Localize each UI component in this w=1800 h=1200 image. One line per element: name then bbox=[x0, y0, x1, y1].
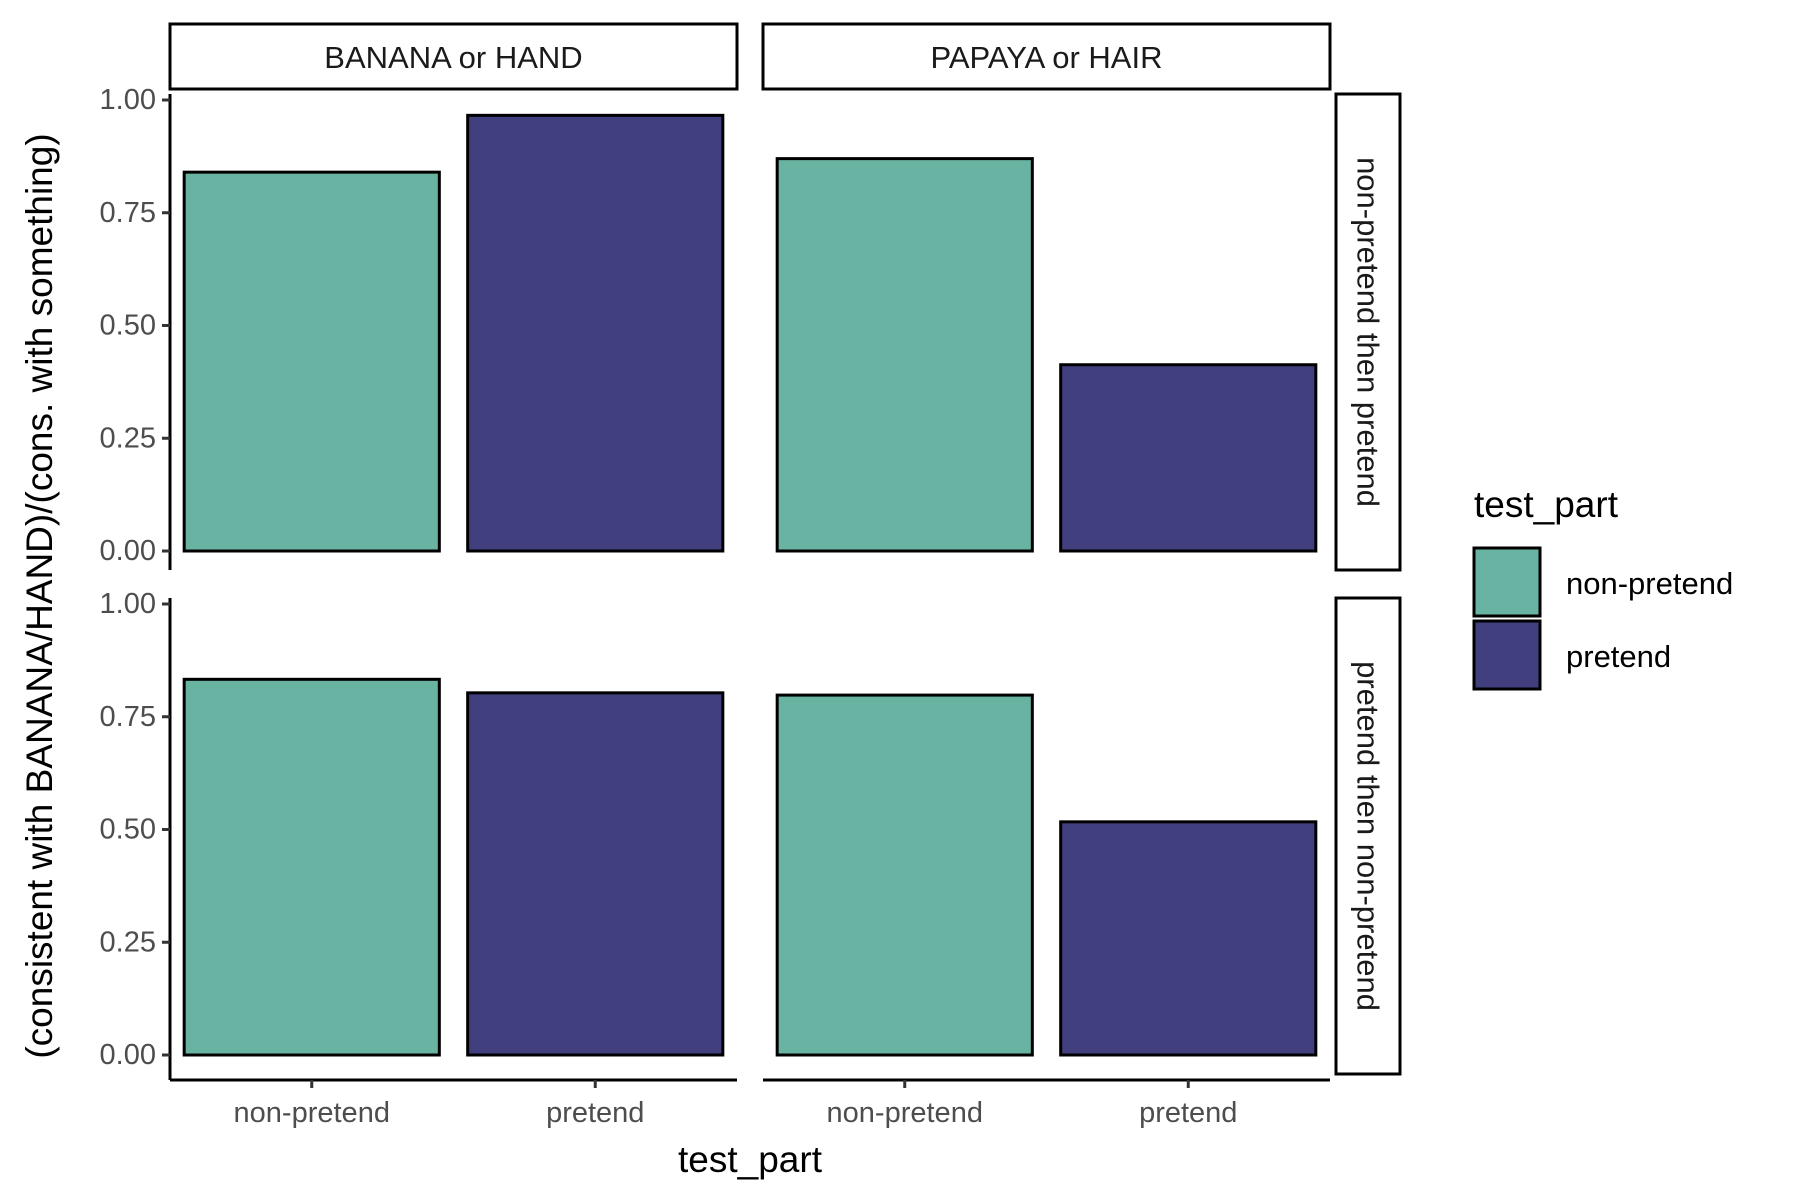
bar-pretend-then-non-pretend-papaya-or-hair-pretend bbox=[1059, 820, 1318, 1057]
strip-row-pretend-then-non-pretend bbox=[1334, 596, 1402, 1076]
y-tick-label-pretend-then-non-pretend-0-75: 0.75 bbox=[100, 701, 156, 733]
bar-pretend-then-non-pretend-banana-or-hand-pretend bbox=[466, 691, 725, 1057]
y-tick-label-non-pretend-then-pretend-0-00: 0.00 bbox=[100, 535, 156, 567]
y-tick-label-non-pretend-then-pretend-0-75: 0.75 bbox=[100, 197, 156, 229]
bar-non-pretend-then-pretend-papaya-or-hair-non-pretend bbox=[775, 157, 1034, 553]
bar-pretend-then-non-pretend-banana-or-hand-non-pretend bbox=[182, 677, 441, 1057]
strip-col-papaya-or-hair bbox=[761, 22, 1332, 91]
bar-pretend-then-non-pretend-papaya-or-hair-non-pretend bbox=[775, 693, 1034, 1057]
legend-key-non-pretend bbox=[1472, 546, 1542, 618]
x-tick-label-banana-or-hand-pretend: pretend bbox=[546, 1097, 644, 1129]
strips-layer: BANANA or HAND PAPAYA or HAIR non-pretend … bbox=[168, 22, 1402, 1076]
y-tick-label-pretend-then-non-pretend-0-50: 0.50 bbox=[100, 814, 156, 846]
strip-row-non-pretend-then-pretend bbox=[1334, 92, 1402, 572]
bar-non-pretend-then-pretend-banana-or-hand-pretend bbox=[466, 113, 725, 553]
y-tick-label-pretend-then-non-pretend-0-25: 0.25 bbox=[100, 926, 156, 958]
legend-label-non-pretend: non-pretend bbox=[1566, 566, 1733, 601]
panels-layer bbox=[182, 113, 1318, 1057]
legend-key-pretend bbox=[1472, 619, 1542, 691]
strip-row-label-pretend-then-non-pretend: pretend then non-pretend bbox=[1351, 661, 1386, 1011]
x-axis-title: test_part bbox=[678, 1139, 823, 1180]
strip-col-banana-or-hand bbox=[168, 22, 739, 91]
y-tick-label-non-pretend-then-pretend-0-25: 0.25 bbox=[100, 422, 156, 454]
y-tick-label-non-pretend-then-pretend-0-50: 0.50 bbox=[100, 310, 156, 342]
y-tick-label-non-pretend-then-pretend-1-00: 1.00 bbox=[100, 84, 156, 116]
x-tick-label-papaya-or-hair-pretend: pretend bbox=[1139, 1097, 1237, 1129]
y-tick-label-pretend-then-non-pretend-0-00: 0.00 bbox=[100, 1039, 156, 1071]
x-tick-label-banana-or-hand-non-pretend: non-pretend bbox=[234, 1097, 390, 1129]
strip-col-label-papaya-or-hair: PAPAYA or HAIR bbox=[930, 40, 1162, 75]
x-tick-label-papaya-or-hair-non-pretend: non-pretend bbox=[827, 1097, 983, 1129]
bar-non-pretend-then-pretend-papaya-or-hair-pretend bbox=[1059, 363, 1318, 553]
legend-label-pretend: pretend bbox=[1566, 639, 1671, 674]
axes-layer: 0.00 0.25 0.50 0.75 1.00 0.00 0.25 0.50 0.75 1.00… bbox=[100, 84, 1330, 1129]
y-axis-title: (consistent with BANANA/HAND)/(cons. wit… bbox=[19, 133, 60, 1058]
strip-row-label-non-pretend-then-pretend: non-pretend then pretend bbox=[1351, 157, 1386, 507]
bar-non-pretend-then-pretend-banana-or-hand-non-pretend bbox=[182, 170, 441, 553]
legend-title: test_part bbox=[1474, 484, 1619, 525]
strip-col-label-banana-or-hand: BANANA or HAND bbox=[324, 40, 582, 75]
legend: test_part non-pretend pretend bbox=[1472, 484, 1733, 691]
y-tick-label-pretend-then-non-pretend-1-00: 1.00 bbox=[100, 588, 156, 620]
